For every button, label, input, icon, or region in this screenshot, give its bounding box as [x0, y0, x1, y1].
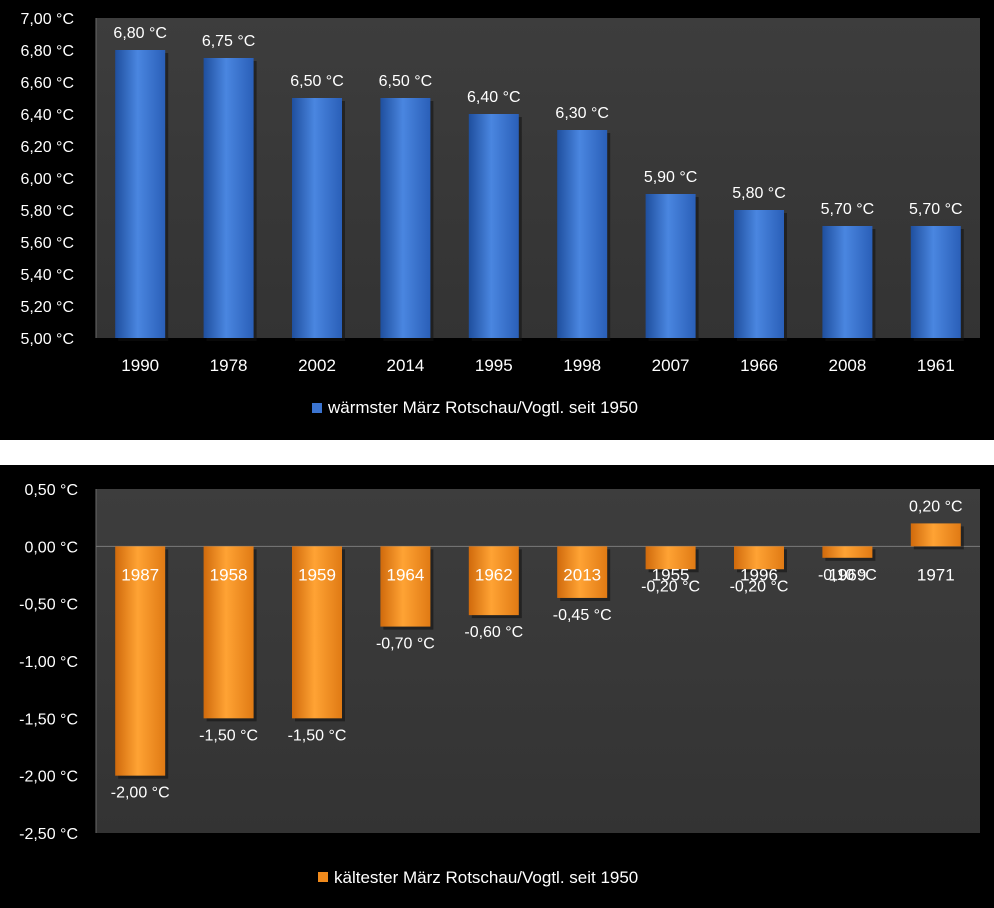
cold-chart: -2,50 °C -2,00 °C -1,50 °C -1,00 °C -0,50 °C…: [19, 482, 980, 887]
warm-bar: [115, 50, 166, 338]
cold-bar: [910, 523, 961, 547]
cold-y-tick-label: -1,00 °C: [19, 654, 78, 671]
warm-data-label: 5,90 °C: [644, 169, 698, 186]
warm-y-tick-label: 6,20 °C: [20, 139, 74, 156]
cold-data-label: -0,20 °C: [730, 578, 789, 595]
warm-data-label: 6,50 °C: [379, 73, 433, 90]
warm-y-tick-label: 6,40 °C: [20, 107, 74, 124]
cold-category-label: 1958: [210, 565, 248, 584]
cold-legend: kältester März Rotschau/Vogtl. seit 1950: [318, 868, 638, 887]
warm-y-tick-label: 5,60 °C: [20, 235, 74, 252]
warm-bar: [910, 226, 961, 338]
warm-y-tick-label: 5,40 °C: [20, 267, 74, 284]
cold-data-label: -0,60 °C: [464, 624, 523, 641]
warm-category-label: 1966: [740, 356, 778, 375]
cold-data-label: -0,70 °C: [376, 636, 435, 653]
warm-bar: [203, 58, 254, 338]
warm-data-label: 6,80 °C: [113, 25, 167, 42]
cold-y-tick-label: -2,00 °C: [19, 769, 78, 786]
warm-bar: [557, 130, 608, 338]
warm-category-label: 1978: [210, 356, 248, 375]
cold-bar: [557, 546, 608, 598]
warm-y-tick-label: 6,00 °C: [20, 171, 74, 188]
warm-chart: 5,00 °C 5,20 °C 5,40 °C 5,60 °C 5,80 °C 6,00 …: [20, 11, 980, 417]
cold-legend-label: kältester März Rotschau/Vogtl. seit 1950: [334, 868, 638, 887]
cold-data-label: -2,00 °C: [111, 785, 170, 802]
cold-category-label: 1959: [298, 565, 336, 584]
warm-bar: [822, 226, 873, 338]
warm-y-tick-label: 5,20 °C: [20, 299, 74, 316]
warm-bar: [468, 114, 519, 338]
cold-bar: [203, 546, 254, 719]
cold-category-label: 1962: [475, 565, 513, 584]
cold-data-label: -0,10 °C: [818, 567, 877, 584]
warm-category-label: 1990: [121, 356, 159, 375]
warm-data-label: 6,75 °C: [202, 33, 256, 50]
warm-data-label: 6,40 °C: [467, 89, 521, 106]
cold-data-label: -1,50 °C: [199, 727, 258, 744]
warm-data-label: 5,70 °C: [909, 201, 963, 218]
warm-category-label: 1995: [475, 356, 513, 375]
cold-y-tick-label: 0,50 °C: [24, 482, 78, 499]
cold-data-label: -0,45 °C: [553, 607, 612, 624]
cold-bar: [822, 546, 873, 558]
warm-category-label: 1998: [563, 356, 601, 375]
cold-bar: [468, 546, 519, 616]
warm-legend-label: wärmster März Rotschau/Vogtl. seit 1950: [327, 398, 638, 417]
warm-category-label: 2007: [652, 356, 690, 375]
warm-y-tick-label: 7,00 °C: [20, 11, 74, 28]
warm-category-label: 2014: [386, 356, 424, 375]
cold-y-tick-label: -2,50 °C: [19, 826, 78, 843]
cold-category-label: 1971: [917, 565, 955, 584]
cold-bar: [292, 546, 342, 719]
cold-category-label: 1987: [121, 565, 159, 584]
cold-chart-panel: -2,50 °C -2,00 °C -1,50 °C -1,00 °C -0,50 °C…: [0, 465, 994, 908]
cold-data-label: -0,20 °C: [641, 578, 700, 595]
warm-bar: [292, 98, 342, 338]
warm-data-label: 5,70 °C: [821, 201, 875, 218]
warm-y-tick-label: 5,80 °C: [20, 203, 74, 220]
cold-data-label: -1,50 °C: [288, 727, 347, 744]
cold-category-label: 2013: [563, 565, 601, 584]
warm-data-label: 6,30 °C: [555, 105, 609, 122]
warm-bar: [380, 98, 431, 338]
cold-category-label: 1969: [828, 565, 866, 584]
cold-category-label: 1955: [652, 565, 690, 584]
warm-y-tick-label: 5,00 °C: [20, 331, 74, 348]
cold-y-tick-label: -1,50 °C: [19, 711, 78, 728]
cold-bar: [115, 546, 166, 776]
warm-data-label: 6,50 °C: [290, 73, 344, 90]
cold-category-label: 1964: [386, 565, 424, 584]
warm-category-label: 1961: [917, 356, 955, 375]
cold-y-tick-label: 0,00 °C: [24, 539, 78, 556]
warm-bar: [645, 194, 696, 338]
warm-category-label: 2008: [828, 356, 866, 375]
cold-legend-swatch: [318, 872, 328, 882]
warm-legend-swatch: [312, 403, 322, 413]
warm-y-tick-label: 6,60 °C: [20, 75, 74, 92]
warm-y-tick-label: 6,80 °C: [20, 43, 74, 60]
warm-bar: [734, 210, 784, 338]
warm-legend: wärmster März Rotschau/Vogtl. seit 1950: [312, 398, 638, 417]
cold-data-label: 0,20 °C: [909, 498, 963, 515]
cold-bar: [645, 546, 696, 570]
warm-category-label: 2002: [298, 356, 336, 375]
cold-category-label: 1996: [740, 565, 778, 584]
warm-chart-panel: 5,00 °C 5,20 °C 5,40 °C 5,60 °C 5,80 °C 6,00 …: [0, 0, 994, 440]
warm-data-label: 5,80 °C: [732, 185, 786, 202]
cold-y-tick-label: -0,50 °C: [19, 597, 78, 614]
cold-bar: [380, 546, 431, 627]
cold-bar: [734, 546, 784, 570]
